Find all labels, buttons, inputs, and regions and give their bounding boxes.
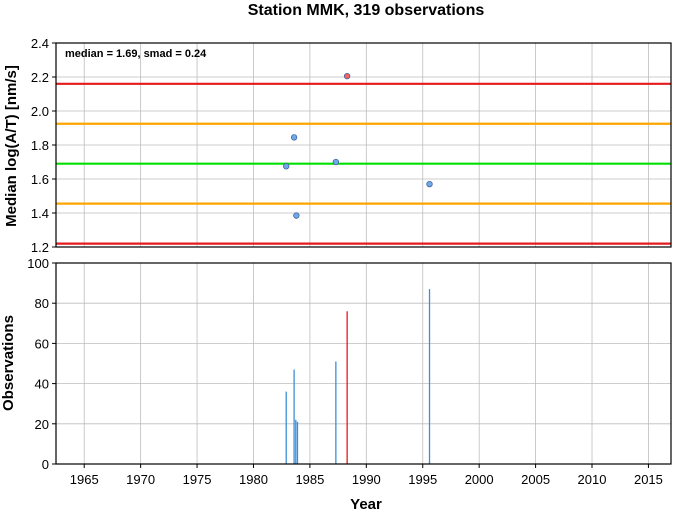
x-tick-label: 1985 <box>295 472 324 487</box>
x-tick-label: 1965 <box>70 472 99 487</box>
data-point <box>290 134 298 141</box>
x-tick-label: 2000 <box>465 472 494 487</box>
x-tick-label: 1995 <box>408 472 437 487</box>
x-axis-label: Year <box>350 496 382 511</box>
data-point <box>283 163 290 170</box>
data-point <box>293 212 300 219</box>
tick-labels: 1965 1970 1975 1980 1985 1990 1995 2000 2005 2010… <box>27 36 663 487</box>
chart-title: Station MMK, 319 observations <box>248 2 485 19</box>
top-panel-marks <box>56 72 671 245</box>
bottom-y-tick-label: 80 <box>35 296 49 311</box>
stats-annotation: median = 1.69, smad = 0.24 <box>65 48 207 60</box>
x-tick-label: 1970 <box>126 472 155 487</box>
x-tick-label: 2015 <box>634 472 663 487</box>
bottom-y-tick-label: 0 <box>42 457 49 472</box>
bottom-panel-grid <box>56 262 671 465</box>
bottom-y-tick-label: 40 <box>35 377 49 392</box>
top-y-axis-label: Median log(A/T) [nm/s] <box>3 65 20 227</box>
data-point <box>343 72 351 80</box>
top-y-tick-label: 1.8 <box>31 138 49 153</box>
bottom-y-tick-label: 20 <box>35 417 49 432</box>
x-tick-label: 2005 <box>521 472 550 487</box>
x-tick-label: 1990 <box>352 472 381 487</box>
data-point <box>332 158 340 166</box>
bottom-y-tick-label: 100 <box>27 256 49 271</box>
top-y-tick-label: 2.0 <box>31 104 49 119</box>
bottom-y-tick-label: 60 <box>35 336 49 351</box>
top-y-tick-label: 1.4 <box>31 206 49 221</box>
bottom-y-axis-label: Observations <box>0 315 17 411</box>
top-y-tick-label: 1.6 <box>31 172 49 187</box>
data-point <box>426 180 433 188</box>
x-tick-label: 2010 <box>578 472 607 487</box>
top-y-tick-label: 1.2 <box>31 240 49 255</box>
bottom-panel-frame <box>55 262 672 465</box>
axes <box>52 42 672 468</box>
top-panel-grid <box>56 42 671 248</box>
top-y-tick-label: 2.4 <box>31 36 49 51</box>
bottom-panel-marks <box>285 289 431 464</box>
x-tick-label: 1975 <box>183 472 212 487</box>
top-y-tick-label: 2.2 <box>31 70 49 85</box>
top-panel-frame <box>55 42 672 248</box>
x-tick-label: 1980 <box>239 472 268 487</box>
